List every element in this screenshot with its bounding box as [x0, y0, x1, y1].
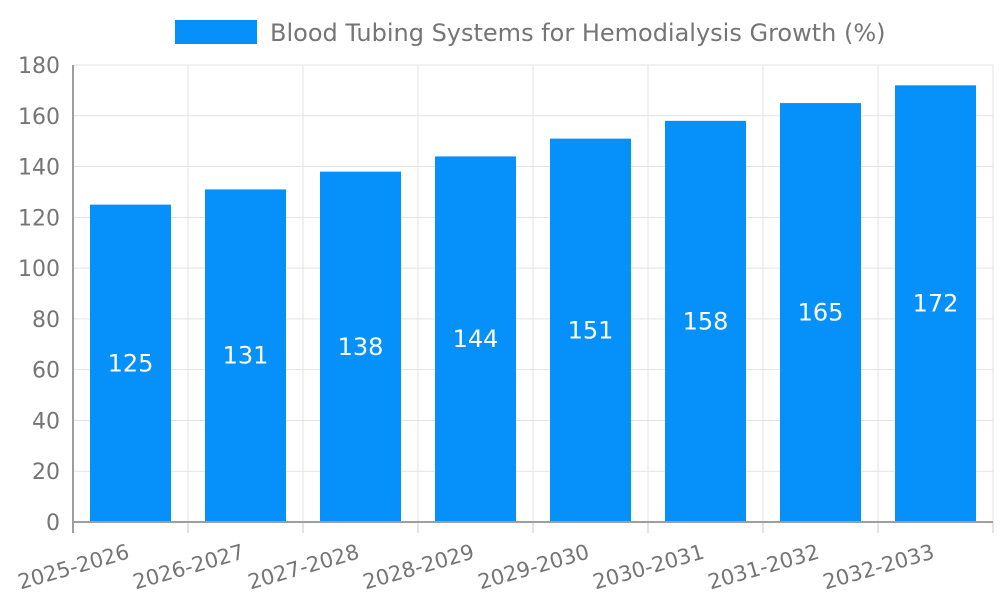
- x-tick-label: 2032-2033: [820, 540, 937, 595]
- x-tick-label: 2029-2030: [475, 540, 592, 595]
- y-tick-label: 20: [32, 460, 60, 485]
- y-tick-label: 0: [46, 511, 60, 536]
- bar-value-label: 151: [568, 316, 614, 344]
- bar-value-label: 165: [798, 299, 844, 327]
- bar-2031-2032[interactable]: [780, 103, 861, 522]
- bar-value-label: 172: [913, 290, 959, 318]
- bar-value-label: 125: [108, 349, 154, 377]
- x-tick-label: 2026-2027: [130, 540, 247, 595]
- y-tick-label: 160: [18, 105, 60, 130]
- bar-value-label: 158: [683, 307, 729, 335]
- y-tick-label: 80: [32, 308, 60, 333]
- y-tick-label: 100: [18, 257, 60, 282]
- bar-2032-2033[interactable]: [895, 85, 976, 523]
- legend: Blood Tubing Systems for Hemodialysis Gr…: [175, 19, 886, 47]
- y-tick-label: 140: [18, 156, 60, 181]
- bar-2025-2026[interactable]: [90, 204, 171, 522]
- x-tick-label: 2025-2026: [15, 540, 132, 595]
- bar-2026-2027[interactable]: [205, 189, 286, 522]
- y-tick-label: 180: [18, 54, 60, 79]
- legend-label[interactable]: Blood Tubing Systems for Hemodialysis Gr…: [270, 19, 886, 47]
- bar-2029-2030[interactable]: [550, 138, 631, 522]
- bar-value-label: 138: [338, 333, 384, 361]
- x-tick-label: 2028-2029: [360, 540, 477, 595]
- legend-item[interactable]: Blood Tubing Systems for Hemodialysis Gr…: [175, 19, 886, 47]
- y-tick-label: 120: [18, 206, 60, 231]
- bar-2030-2031[interactable]: [665, 120, 746, 522]
- bar-2027-2028[interactable]: [320, 171, 401, 522]
- y-tick-label: 60: [32, 359, 60, 384]
- x-tick-label: 2027-2028: [245, 540, 362, 595]
- plot-area: 125 131 138 144 151 158 165 172 0 20 40 60 80 100 120 1…: [15, 54, 994, 595]
- bar-value-label: 131: [223, 342, 269, 370]
- bar-2028-2029[interactable]: [435, 156, 516, 522]
- x-tick-label: 2030-2031: [590, 540, 707, 595]
- bar-value-label: 144: [453, 325, 499, 353]
- y-tick-label: 40: [32, 409, 60, 434]
- legend-swatch[interactable]: [175, 20, 257, 44]
- x-tick-label: 2031-2032: [705, 540, 822, 595]
